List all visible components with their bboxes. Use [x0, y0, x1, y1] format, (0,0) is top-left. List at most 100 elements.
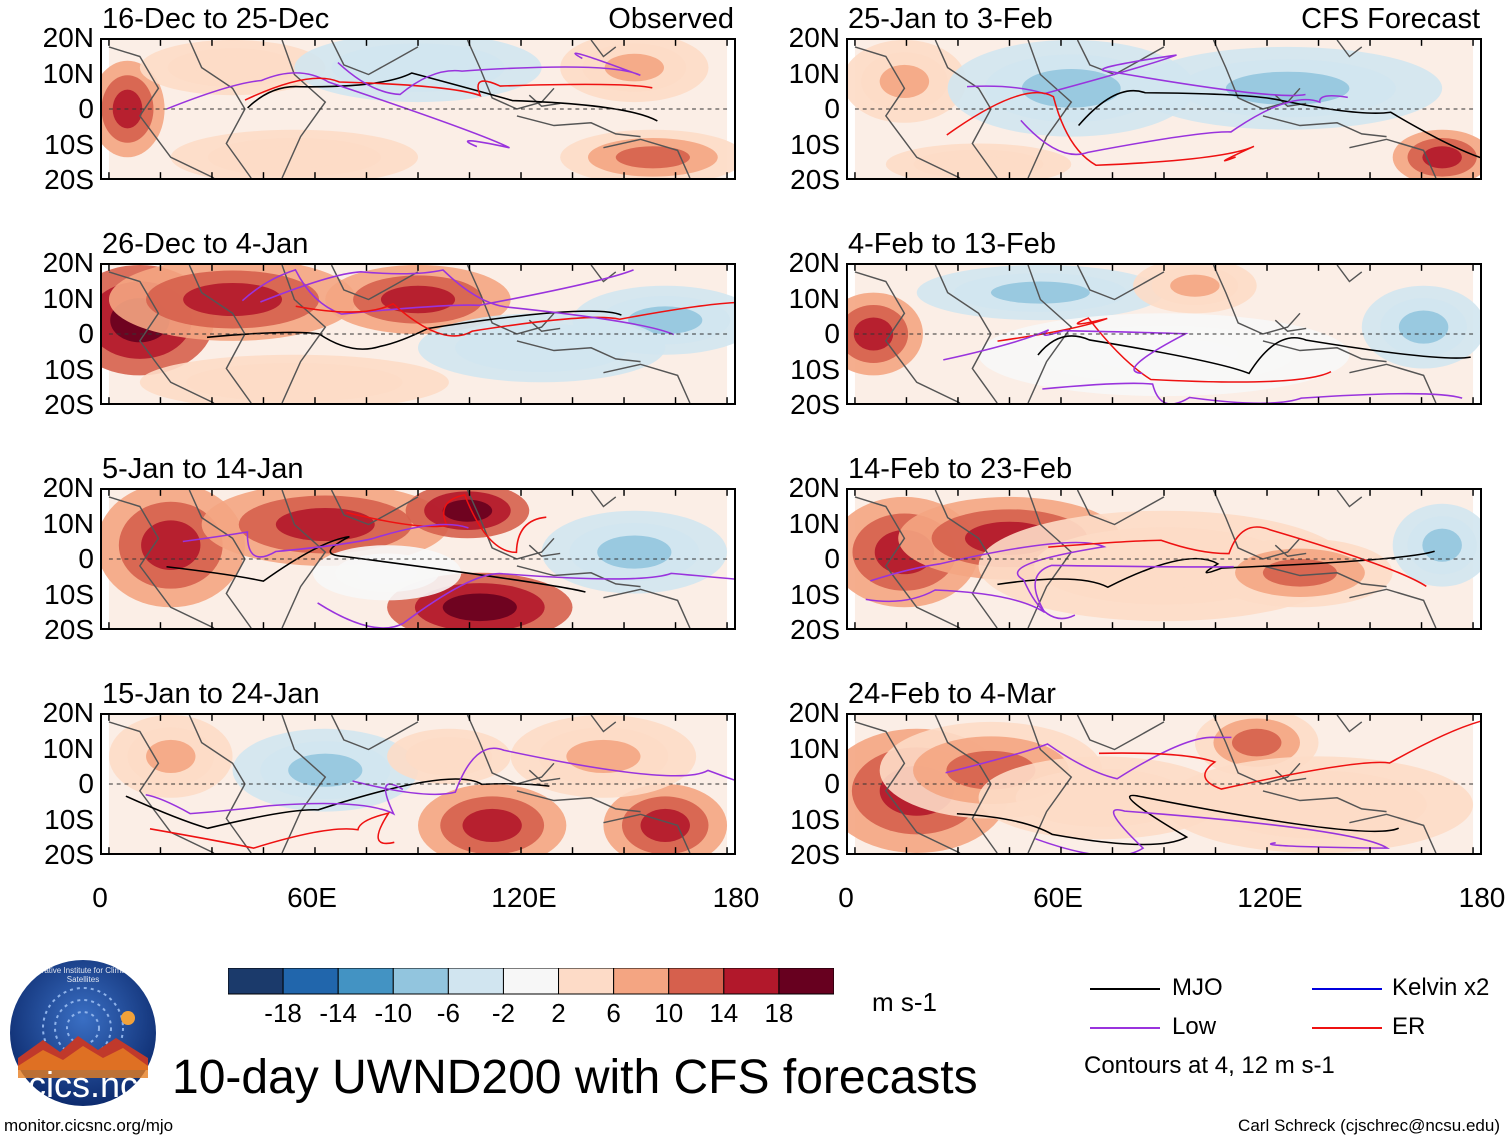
anomaly-region	[195, 56, 270, 79]
coastline	[1336, 490, 1363, 508]
anomaly-region	[566, 739, 641, 773]
contour-line	[945, 736, 1232, 780]
colorbar-swatch	[558, 968, 615, 995]
coastline	[603, 588, 691, 628]
contour-line	[149, 811, 395, 849]
lat-label: 10S	[44, 578, 94, 610]
anomaly-region	[879, 64, 930, 98]
lat-label: 10S	[44, 803, 94, 835]
coastline	[934, 715, 998, 853]
anomaly-map	[846, 263, 1482, 405]
lat-label: 20S	[44, 614, 94, 645]
coastline	[1349, 588, 1437, 628]
lat-label: 10N	[788, 57, 840, 89]
contour-line	[337, 52, 641, 96]
contour-line	[182, 523, 469, 558]
coastline	[590, 715, 617, 733]
panel-title: 16-Dec to 25-Dec	[102, 3, 330, 35]
lon-label: 60E	[287, 882, 337, 913]
contour-line	[352, 747, 734, 796]
panel-source-label: Observed	[608, 3, 734, 35]
panel-title: 14-Feb to 23-Feb	[848, 453, 1073, 485]
contour-line	[295, 301, 734, 337]
anomaly-map	[846, 38, 1482, 180]
logo-ring-text: Cooperative Institute for Climate and Sa…	[18, 966, 148, 984]
colorbar-swatch	[337, 968, 394, 995]
colorbar-tick-label: 14	[709, 998, 739, 1028]
lat-label: 20N	[42, 22, 94, 53]
lat-label: 10N	[42, 732, 94, 764]
anomaly-region	[183, 282, 283, 317]
lat-label: 20S	[790, 614, 840, 645]
anomaly-map	[100, 263, 736, 405]
anomaly-region	[1398, 310, 1449, 344]
lat-label: 10N	[42, 57, 94, 89]
coastline	[1076, 265, 1165, 301]
coastline	[1212, 40, 1301, 110]
coastline	[188, 40, 252, 178]
panel-title: 15-Jan to 24-Jan	[102, 678, 320, 710]
contour-line	[1020, 94, 1348, 156]
coastline	[1262, 565, 1387, 588]
lat-label: 20N	[42, 697, 94, 728]
coastline	[108, 496, 215, 628]
lat-label: 20S	[790, 389, 840, 420]
coastline	[466, 40, 555, 110]
lat-label: 10S	[44, 128, 94, 160]
footer-credit: Carl Schreck (cjschrec@ncsu.edu)	[1238, 1116, 1500, 1135]
lat-label: 20S	[44, 389, 94, 420]
panel-title: 25-Jan to 3-Feb	[848, 3, 1053, 35]
panel-title: 5-Jan to 14-Jan	[102, 453, 304, 485]
anomaly-region	[146, 739, 196, 773]
coastline	[1349, 813, 1437, 853]
coastline	[934, 490, 998, 628]
coastline	[516, 565, 641, 588]
legend-er-label: ER	[1392, 1013, 1426, 1040]
colorbar-tick-label: -18	[264, 998, 302, 1028]
anomaly-region	[640, 808, 690, 842]
contour-line	[946, 91, 1255, 167]
lat-label: 20N	[788, 247, 840, 278]
contour-line	[241, 268, 634, 315]
lat-label: 0	[78, 543, 94, 574]
coastline	[1349, 138, 1437, 178]
figure-title: 10-day UWND200 with CFS forecasts	[172, 1051, 978, 1104]
lat-label: 0	[78, 318, 94, 349]
legend-mjo-line	[1090, 988, 1160, 990]
lat-label: 10N	[42, 282, 94, 314]
lat-label: 20S	[44, 164, 94, 195]
lat-label: 10N	[42, 507, 94, 539]
contour-line	[1042, 382, 1463, 403]
coastline	[1274, 319, 1307, 333]
lat-label: 10S	[790, 353, 840, 385]
lat-label: 20N	[788, 22, 840, 53]
colorbar-swatch	[392, 968, 449, 995]
contour-line	[997, 317, 1332, 383]
coastline	[603, 813, 691, 853]
lat-label: 0	[824, 318, 840, 349]
anomaly-region	[597, 535, 672, 569]
anomaly-region	[462, 808, 522, 842]
coastline	[1262, 790, 1387, 813]
anomaly-region	[604, 53, 664, 82]
lon-label: 120E	[1237, 882, 1303, 913]
coastline	[1027, 715, 1073, 853]
anomaly-region	[1422, 146, 1462, 169]
coastline	[108, 721, 215, 853]
lat-label: 0	[824, 768, 840, 799]
lat-label: 20N	[42, 472, 94, 503]
legend-low-label: Low	[1172, 1013, 1217, 1040]
lon-label: 180	[712, 882, 760, 913]
contour-note: Contours at 4, 12 m s-1	[1084, 1052, 1335, 1079]
lon-label: 0	[838, 882, 854, 913]
anomaly-region	[1256, 785, 1381, 825]
anomaly-region	[1021, 68, 1121, 108]
coastline	[516, 790, 641, 813]
anomaly-region	[1170, 274, 1220, 297]
anomaly-map	[100, 488, 736, 630]
legend-low-line	[1090, 1027, 1160, 1029]
colorbar-tick-label: 18	[764, 998, 794, 1028]
colorbar-tick-label: -6	[436, 998, 460, 1028]
coastline	[188, 490, 252, 628]
colorbar-swatch	[778, 968, 834, 995]
